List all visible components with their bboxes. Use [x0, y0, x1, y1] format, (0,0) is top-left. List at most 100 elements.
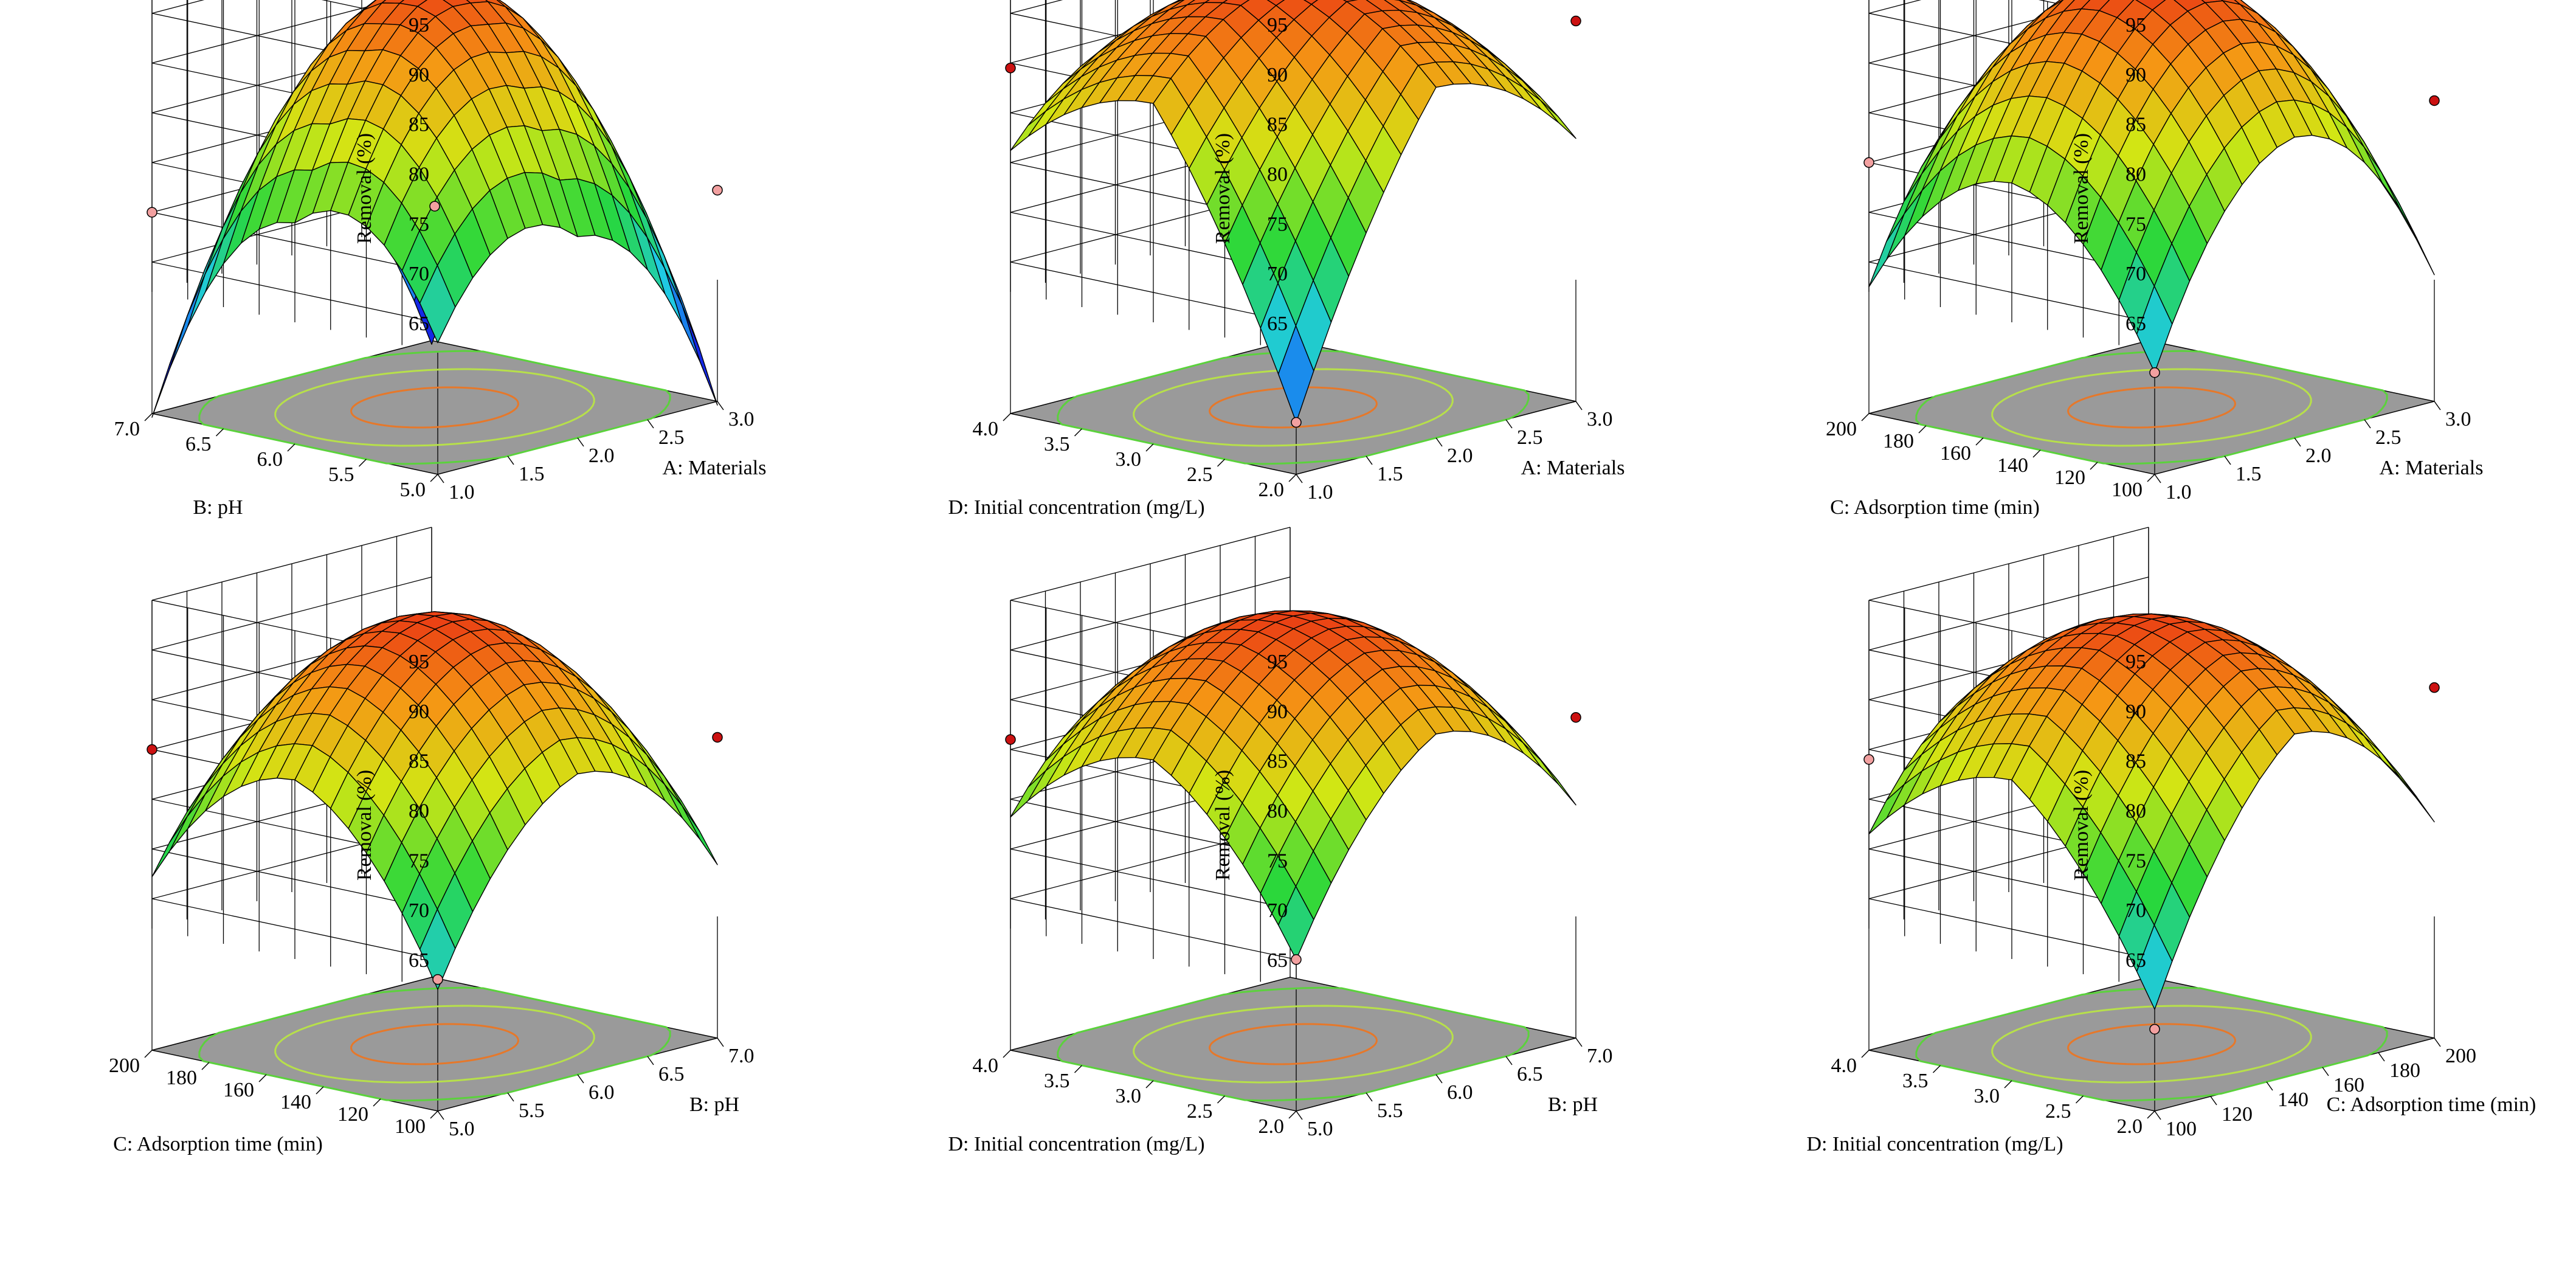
- y-tick-label: 3.0: [1116, 448, 1142, 471]
- x-tick-label: 100: [2166, 1118, 2197, 1140]
- x-tick-label: 2.0: [2305, 445, 2332, 467]
- y-axis-label: C: Adsorption time (min): [113, 1133, 323, 1155]
- x-tick-label: 3.0: [2445, 408, 2471, 431]
- x-axis-label: A: Materials: [663, 457, 767, 479]
- z-tick-label: 95: [1267, 651, 1288, 673]
- z-tick-label: 90: [1267, 701, 1288, 723]
- z-tick-label: 80: [1267, 163, 1288, 185]
- y-axis-label: D: Initial concentration (mg/L): [948, 1133, 1204, 1155]
- y-tick: [1217, 1095, 1226, 1104]
- x-tick-label: 5.0: [449, 1118, 475, 1140]
- x-tick: [2378, 1052, 2385, 1062]
- z-tick-label: 80: [2125, 800, 2146, 822]
- z-tick-label: 70: [2125, 263, 2146, 285]
- x-tick: [1575, 1037, 1583, 1047]
- y-tick-label: 140: [1997, 454, 2028, 477]
- x-tick-label: 1.5: [2236, 463, 2262, 485]
- y-tick: [2147, 1110, 2155, 1119]
- x-tick: [1505, 419, 1513, 429]
- z-tick-label: 90: [409, 64, 429, 86]
- z-tick-label: 95: [2125, 651, 2146, 673]
- x-tick-label: 200: [2445, 1045, 2476, 1067]
- wall-z-gridline: [321, 0, 438, 25]
- surface-cell: [1277, 885, 1314, 960]
- y-tick-label: 6.0: [257, 448, 283, 471]
- x-tick-label: 6.0: [1447, 1081, 1473, 1104]
- z-tick-label: 65: [2125, 313, 2146, 335]
- wall-z-gridline: [151, 189, 438, 324]
- surface-plot-2: 65 70 75 80 85 90 95 Removal (%) 1.0 1.5 2.0 2.5 3.0…: [948, 0, 1625, 519]
- floor-contour: [1133, 368, 1454, 447]
- y-tick: [430, 1110, 438, 1119]
- x-tick-label: 5.5: [1377, 1099, 1403, 1122]
- y-tick: [1003, 413, 1011, 421]
- y-tick: [1932, 1065, 1941, 1073]
- z-tick-label: 75: [2125, 213, 2146, 235]
- z-tick-label: 65: [409, 949, 429, 972]
- x-tick: [507, 455, 514, 465]
- z-tick-label: 70: [409, 899, 429, 922]
- x-axis-label: B: pH: [1548, 1093, 1598, 1116]
- x-tick: [437, 474, 444, 483]
- y-tick-label: 2.0: [1259, 479, 1285, 501]
- y-tick: [316, 1086, 324, 1095]
- z-tick-label: 85: [2125, 114, 2146, 136]
- surface-cell: [682, 305, 718, 406]
- y-tick: [1288, 474, 1297, 482]
- surface-plot-1: 65 70 75 80 85 90 95 Removal (%) 1.0 1.5 2.0 2.5 3.0…: [114, 0, 767, 519]
- x-axis-label: A: Materials: [2380, 457, 2484, 479]
- y-tick: [1074, 428, 1083, 437]
- y-tick: [2075, 1095, 2084, 1104]
- x-tick-label: 1.5: [519, 463, 545, 485]
- x-tick-label: 160: [2333, 1074, 2364, 1096]
- response-surface: [1010, 610, 1576, 960]
- y-tick-label: 4.0: [973, 418, 999, 440]
- x-tick: [2224, 455, 2231, 465]
- x-axis-label: B: pH: [689, 1093, 739, 1116]
- y-tick-label: 2.5: [1187, 463, 1213, 486]
- surface-cell: [664, 784, 701, 840]
- y-tick-label: 200: [109, 1054, 140, 1077]
- surface-cell: [151, 815, 188, 878]
- z-tick-label: 70: [1267, 263, 1288, 285]
- surface-cell: [664, 268, 701, 362]
- x-tick-label: 7.0: [728, 1045, 754, 1067]
- floor-contour: [1991, 1005, 2312, 1084]
- y-tick: [258, 1074, 267, 1082]
- design-point: [2429, 95, 2440, 106]
- surface-cell: [1522, 742, 1559, 785]
- z-tick-label: 85: [1267, 114, 1288, 136]
- x-tick-label: 2.0: [589, 445, 615, 467]
- x-tick: [2210, 1096, 2217, 1106]
- x-tick: [2266, 1081, 2273, 1091]
- x-tick: [2154, 1110, 2161, 1120]
- y-tick-label: 4.0: [1831, 1054, 1857, 1077]
- surface-cell: [1010, 770, 1046, 818]
- floor-contour: [350, 1023, 519, 1065]
- y-tick-label: 3.5: [1044, 433, 1070, 455]
- x-tick-label: 120: [2222, 1103, 2253, 1126]
- y-tick-label: 3.5: [1044, 1070, 1070, 1092]
- z-tick-label: 85: [409, 750, 429, 773]
- z-tick-label: 95: [2125, 14, 2146, 36]
- y-tick: [1145, 1080, 1154, 1089]
- y-tick-label: 160: [223, 1079, 254, 1101]
- wall-z-gridline: [1010, 189, 1297, 324]
- x-tick: [647, 419, 654, 429]
- design-point: [712, 732, 723, 743]
- y-tick-label: 2.5: [1187, 1100, 1213, 1123]
- x-tick: [717, 401, 724, 410]
- design-point: [1570, 711, 1581, 723]
- surface-plot-4: 65 70 75 80 85 90 95 Removal (%) 5.0 5.5 6.0 6.5 7.0…: [109, 527, 754, 1155]
- design-point: [2429, 682, 2440, 693]
- x-tick: [1435, 437, 1443, 447]
- surface-plot-3: 65 70 75 80 85 90 95 Removal (%) 1.0 1.5 2.0 2.5 3.0…: [1826, 0, 2483, 519]
- x-tick: [577, 1074, 584, 1084]
- surface-cell: [2136, 285, 2173, 373]
- surface-cell: [2363, 147, 2400, 209]
- y-tick-label: 120: [337, 1103, 368, 1126]
- y-tick-label: 180: [1883, 430, 1914, 452]
- z-tick-label: 70: [1267, 899, 1288, 922]
- surface-cell: [1522, 86, 1559, 123]
- x-tick: [1296, 1110, 1303, 1120]
